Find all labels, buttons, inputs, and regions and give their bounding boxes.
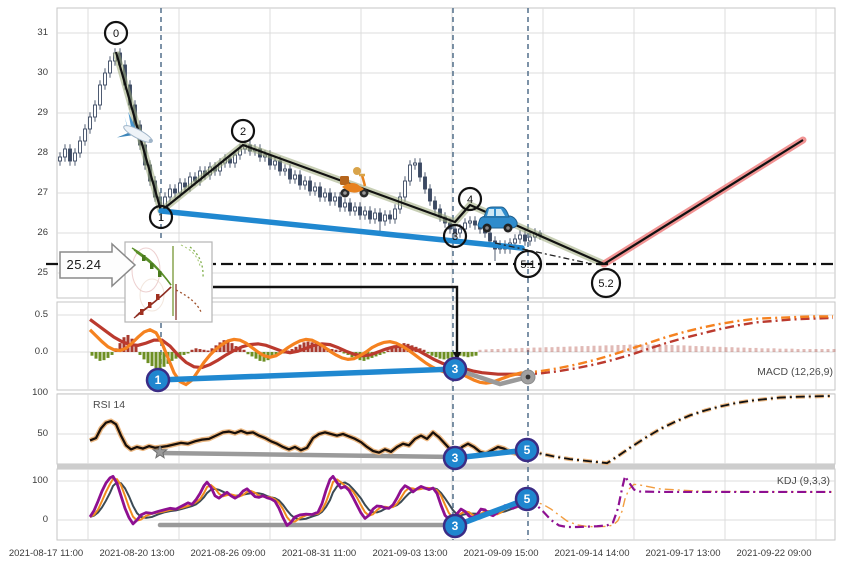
inset-thumbnail	[124, 241, 213, 323]
wave-number-circles: 0 1 2 3 4 5.1 5.2	[103, 20, 622, 299]
svg-text:5: 5	[524, 492, 531, 506]
indicator-number-circles: 1 3 3 5 3 5	[145, 356, 540, 539]
macd-panel-label: MACD (12,26,9)	[757, 366, 833, 378]
price-tick: 31	[37, 27, 48, 38]
svg-text:2: 2	[240, 126, 246, 138]
svg-text:1: 1	[158, 212, 164, 224]
rsi-tick: 50	[37, 428, 48, 439]
kdj-panel-label: KDJ (9,3,3)	[776, 475, 830, 487]
svg-text:3: 3	[452, 519, 459, 533]
svg-text:3: 3	[452, 231, 458, 243]
svg-text:5.1: 5.1	[520, 259, 535, 271]
svg-text:4: 4	[467, 194, 473, 206]
price-tick: 30	[37, 67, 48, 78]
x-axis-label: 2021-09-03 13:00	[372, 548, 448, 559]
kdj-tick: 0	[42, 514, 48, 525]
macd-tick: 0.0	[34, 346, 48, 357]
rsi-tick: 100	[32, 387, 48, 398]
price-callout	[59, 242, 137, 288]
svg-text:5: 5	[524, 443, 531, 457]
svg-text:3: 3	[452, 362, 459, 376]
price-tick: 25	[37, 267, 48, 278]
price-tick: 27	[37, 187, 48, 198]
x-axis-label: 2021-08-26 09:00	[190, 548, 266, 559]
kdj-tick: 100	[32, 475, 48, 486]
svg-text:3: 3	[452, 451, 459, 465]
svg-text:0: 0	[113, 28, 119, 40]
support-trendline	[158, 208, 525, 251]
rsi-star-marker	[151, 444, 169, 459]
x-axis-label: 2021-08-31 11:00	[281, 548, 357, 559]
price-tick: 28	[37, 147, 48, 158]
x-axis-label: 2021-09-09 15:00	[463, 548, 539, 559]
macd-tick: 0.5	[34, 309, 48, 320]
x-axis-label: 2021-09-17 13:00	[645, 548, 721, 559]
price-tick: 29	[37, 107, 48, 118]
x-axis-label: 2021-09-14 14:00	[554, 548, 630, 559]
x-axis-label: 2021-08-20 13:00	[99, 548, 175, 559]
price-tick: 26	[37, 227, 48, 238]
x-axis-label: 2021-08-17 11:00	[8, 548, 84, 559]
scooter-icon	[340, 167, 369, 198]
svg-text:1: 1	[155, 373, 162, 387]
price-callout-label: 25.24	[66, 257, 102, 272]
rsi-panel-label: RSI 14	[93, 399, 126, 411]
x-axis-label: 2021-09-22 09:00	[736, 548, 812, 559]
svg-text:5.2: 5.2	[598, 278, 613, 290]
annotation-arrow	[213, 285, 461, 361]
car-icon	[477, 206, 518, 233]
